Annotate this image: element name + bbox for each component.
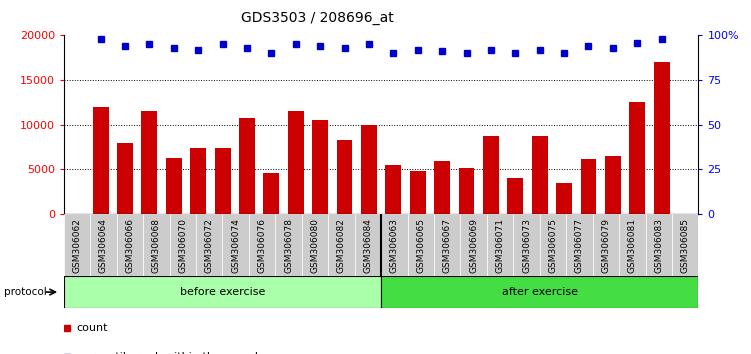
- Text: GSM306080: GSM306080: [310, 218, 319, 273]
- Bar: [222, 214, 249, 276]
- Text: GSM306068: GSM306068: [152, 218, 161, 273]
- Bar: [382, 214, 408, 276]
- Text: count: count: [77, 323, 108, 333]
- Bar: [170, 214, 196, 276]
- Bar: [336, 140, 352, 214]
- Bar: [382, 276, 698, 308]
- Bar: [619, 214, 646, 276]
- Text: GDS3503 / 208696_at: GDS3503 / 208696_at: [241, 11, 394, 25]
- Bar: [410, 171, 426, 214]
- Text: GSM306072: GSM306072: [205, 218, 214, 273]
- Bar: [629, 102, 645, 214]
- Text: GSM306066: GSM306066: [125, 218, 134, 273]
- Text: GSM306082: GSM306082: [337, 218, 346, 273]
- Bar: [354, 214, 382, 276]
- Bar: [143, 214, 170, 276]
- Text: GSM306077: GSM306077: [575, 218, 584, 273]
- Bar: [90, 214, 116, 276]
- Bar: [196, 214, 222, 276]
- Bar: [249, 214, 276, 276]
- Bar: [566, 214, 593, 276]
- Text: GSM306073: GSM306073: [522, 218, 531, 273]
- Text: GSM306062: GSM306062: [73, 218, 82, 273]
- Bar: [328, 214, 354, 276]
- Bar: [276, 214, 302, 276]
- Bar: [540, 214, 566, 276]
- Text: GSM306070: GSM306070: [178, 218, 187, 273]
- Text: GSM306067: GSM306067: [443, 218, 452, 273]
- Text: GSM306075: GSM306075: [548, 218, 557, 273]
- Text: GSM306069: GSM306069: [469, 218, 478, 273]
- Bar: [460, 214, 487, 276]
- Bar: [581, 159, 596, 214]
- Bar: [239, 118, 255, 214]
- Bar: [64, 214, 90, 276]
- Bar: [215, 148, 231, 214]
- Bar: [514, 214, 540, 276]
- Bar: [385, 165, 401, 214]
- Bar: [593, 214, 619, 276]
- Text: after exercise: after exercise: [502, 287, 578, 297]
- Text: protocol: protocol: [4, 287, 47, 297]
- Bar: [264, 173, 279, 214]
- Bar: [361, 125, 377, 214]
- Bar: [116, 214, 143, 276]
- Bar: [532, 136, 547, 214]
- Bar: [64, 276, 382, 308]
- Text: GSM306063: GSM306063: [390, 218, 399, 273]
- Bar: [190, 148, 206, 214]
- Bar: [605, 156, 621, 214]
- Text: GSM306074: GSM306074: [231, 218, 240, 273]
- Bar: [166, 158, 182, 214]
- Bar: [672, 214, 698, 276]
- Bar: [92, 107, 109, 214]
- Bar: [141, 112, 157, 214]
- Bar: [487, 214, 514, 276]
- Text: GSM306065: GSM306065: [416, 218, 425, 273]
- Text: GSM306085: GSM306085: [680, 218, 689, 273]
- Text: GSM306079: GSM306079: [602, 218, 611, 273]
- Text: GSM306081: GSM306081: [628, 218, 637, 273]
- Bar: [408, 214, 434, 276]
- Bar: [646, 214, 672, 276]
- Bar: [434, 161, 450, 214]
- Bar: [288, 112, 303, 214]
- Bar: [117, 143, 133, 214]
- Text: percentile rank within the sample: percentile rank within the sample: [77, 352, 264, 354]
- Text: GSM306083: GSM306083: [654, 218, 663, 273]
- Text: GSM306071: GSM306071: [496, 218, 505, 273]
- Bar: [508, 177, 523, 214]
- Bar: [483, 136, 499, 214]
- Bar: [302, 214, 328, 276]
- Bar: [434, 214, 460, 276]
- Text: before exercise: before exercise: [179, 287, 265, 297]
- Bar: [556, 183, 572, 214]
- Text: GSM306064: GSM306064: [99, 218, 108, 273]
- Bar: [312, 120, 328, 214]
- Text: GSM306076: GSM306076: [258, 218, 267, 273]
- Text: GSM306084: GSM306084: [363, 218, 372, 273]
- Text: GSM306078: GSM306078: [284, 218, 293, 273]
- Bar: [459, 168, 475, 214]
- Bar: [653, 62, 670, 214]
